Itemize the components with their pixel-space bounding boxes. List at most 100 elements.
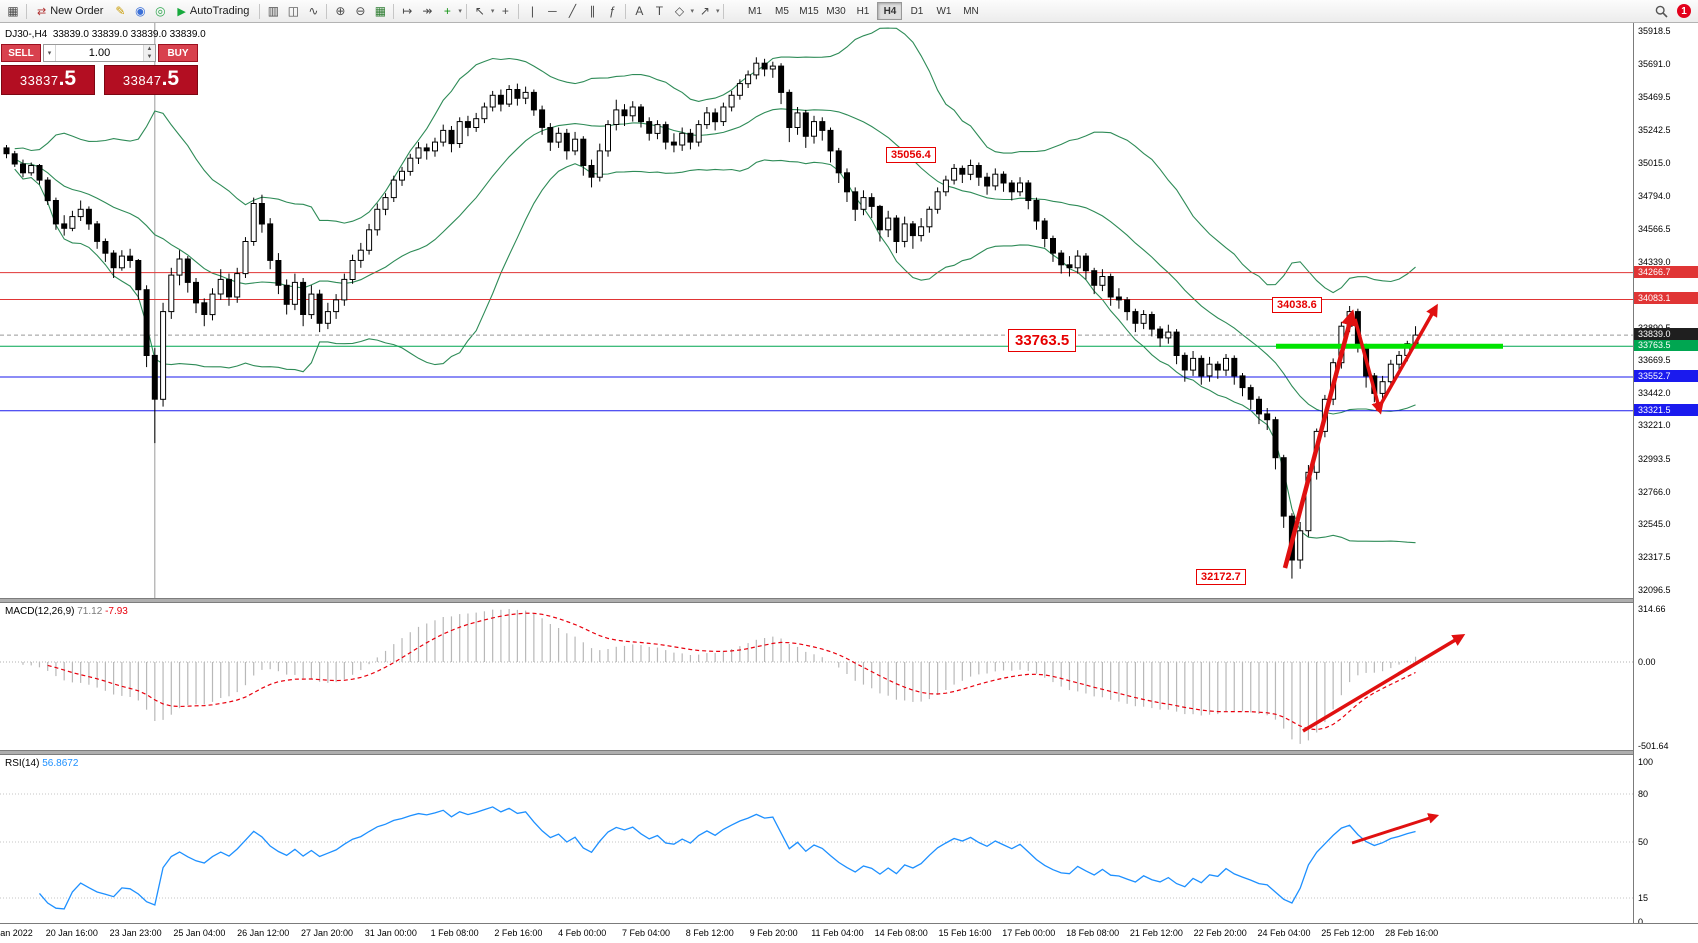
community-icon[interactable]: ◉ <box>135 4 146 18</box>
price-annotation[interactable]: 32172.7 <box>1196 569 1246 585</box>
dropdown-arrow-icon[interactable]: ▾ <box>715 8 720 15</box>
rsi-trend-arrow[interactable] <box>1351 813 1440 845</box>
time-axis-label: 14 Feb 08:00 <box>874 928 928 938</box>
time-axis-label: 26 Jan 12:00 <box>237 928 290 938</box>
line-chart-icon[interactable]: ∿ <box>308 4 319 18</box>
buy-button[interactable]: BUY <box>158 44 198 62</box>
metaeditor-icon[interactable]: ✎ <box>115 4 126 18</box>
text-label-icon[interactable]: T <box>655 4 664 18</box>
autotrading-button-label: AutoTrading <box>189 5 250 17</box>
toolbar-separator <box>723 3 725 19</box>
dropdown-arrow-icon[interactable]: ▾ <box>490 8 495 15</box>
candlestick-chart-icon[interactable]: ◫ <box>287 4 300 18</box>
zoom-in-icon[interactable]: ⊕ <box>335 4 346 18</box>
toolbar-separator <box>26 3 27 19</box>
vertical-line-icon[interactable]: | <box>530 4 534 18</box>
buy-price-button[interactable]: 33847.5 <box>104 65 198 95</box>
time-axis-label: 22 Feb 20:00 <box>1193 928 1247 938</box>
panel-divider-macd[interactable] <box>0 598 1698 603</box>
time-axis-label: 20 Jan 2022 <box>0 928 33 938</box>
dropdown-arrow-icon[interactable]: ▾ <box>458 8 462 15</box>
panel-divider-rsi[interactable] <box>0 750 1698 755</box>
crosshair-icon[interactable]: + <box>501 4 509 18</box>
trendline-icon[interactable]: ╱ <box>568 4 577 18</box>
volume-value[interactable]: 1.00 <box>88 47 111 59</box>
time-axis-label: 11 Feb 04:00 <box>811 928 864 938</box>
timeframe-w1[interactable]: W1 <box>936 5 952 17</box>
macd-trend-arrow[interactable] <box>1302 634 1466 733</box>
chart-ohlc-values: 33839.0 33839.0 33839.0 33839.0 <box>52 29 206 40</box>
timeframe-m1[interactable]: M1 <box>748 5 762 17</box>
time-axis-label: 4 Feb 00:00 <box>558 928 607 938</box>
main-chart-canvas[interactable] <box>0 23 1633 599</box>
shapes-icon[interactable]: ◇ <box>674 4 685 18</box>
time-axis-label: 18 Feb 08:00 <box>1066 928 1120 938</box>
new-order-button[interactable]: ⇄ New Order <box>30 2 110 21</box>
notification-badge[interactable]: 1 <box>1677 4 1691 18</box>
trend-arrows[interactable] <box>1282 303 1438 569</box>
price-line-badge: 33763.5 <box>1634 339 1698 352</box>
rsi-axis-label: 80 <box>1638 789 1649 799</box>
price-line-badge: 34266.7 <box>1634 265 1698 278</box>
macd-panel[interactable] <box>0 603 1633 750</box>
cursor-icon[interactable]: ↖ <box>474 4 485 18</box>
sell-price-pips: .5 <box>58 67 77 90</box>
sell-button[interactable]: SELL <box>1 44 41 62</box>
macd-main-value: 71.12 <box>77 606 103 617</box>
rsi-name: RSI(14) <box>5 758 40 769</box>
tile-windows-icon[interactable]: ▦ <box>374 4 387 18</box>
timeframe-h4[interactable]: H4 <box>877 2 903 20</box>
rsi-canvas[interactable] <box>0 755 1633 923</box>
price-annotation[interactable]: 34038.6 <box>1272 297 1322 313</box>
timeframe-h1[interactable]: H1 <box>856 5 870 17</box>
new-order-button-label: New Order <box>50 5 104 17</box>
arrow-objects-icon[interactable]: ↗ <box>699 4 710 18</box>
price-tick-label: 35918.5 <box>1638 26 1671 37</box>
price-axis[interactable]: 35918.5 35691.0 35469.5 35242.5 35015.0 34794… <box>1633 23 1698 927</box>
sell-price-button[interactable]: 33837.5 <box>1 65 95 95</box>
volume-field[interactable]: ▾ 1.00 ▲ ▼ <box>43 44 156 62</box>
main-chart-panel[interactable]: DJ30-,H4 33839.0 33839.0 33839.0 33839.0… <box>0 23 1633 599</box>
macd-canvas[interactable] <box>0 603 1633 750</box>
buy-price-pips: .5 <box>161 67 180 90</box>
volume-stepper[interactable]: ▲ ▼ <box>143 45 155 61</box>
price-annotation[interactable]: 35056.4 <box>886 147 936 163</box>
rsi-panel[interactable] <box>0 755 1633 923</box>
metaquotes-icon[interactable]: ◎ <box>155 4 166 18</box>
text-icon[interactable]: A <box>635 4 644 18</box>
current-price-badge: 33839.0 <box>1634 328 1698 341</box>
autotrading-icon: ▶ <box>177 5 186 18</box>
fibonacci-icon[interactable]: ƒ <box>609 4 616 18</box>
timeframe-mn[interactable]: MN <box>963 5 979 17</box>
timeframe-d1[interactable]: D1 <box>910 5 924 17</box>
autotrading-button[interactable]: ▶ AutoTrading <box>170 2 256 21</box>
search-icon[interactable] <box>1651 2 1671 21</box>
zoom-out-icon[interactable]: ⊖ <box>355 4 366 18</box>
price-annotation[interactable]: 33763.5 <box>1008 329 1077 352</box>
timeframe-m5[interactable]: M5 <box>775 5 789 17</box>
new-chart-icon[interactable]: ▦ <box>7 4 19 18</box>
macd-axis-label: 314.66 <box>1638 604 1666 614</box>
time-axis-label: 24 Feb 04:00 <box>1257 928 1311 938</box>
bar-chart-icon[interactable]: ▥ <box>267 4 280 18</box>
volume-dropdown-icon[interactable]: ▾ <box>44 45 56 61</box>
time-axis-label: 7 Feb 04:00 <box>621 928 671 938</box>
timeframe-m15[interactable]: M15 <box>799 5 819 17</box>
time-axis[interactable]: 20 Jan 2022 20 Jan 16:00 23 Jan 23:00 25 Ja… <box>0 923 1698 943</box>
indicators-icon[interactable]: + <box>443 4 451 18</box>
toolbar-separator <box>465 3 467 19</box>
price-tick-label: 33221.0 <box>1638 420 1671 431</box>
chart-shift-icon[interactable]: ↠ <box>422 4 433 18</box>
equidistant-channel-icon[interactable]: ∥ <box>589 4 596 18</box>
volume-down-icon[interactable]: ▼ <box>144 53 155 61</box>
price-tick-label: 35015.0 <box>1638 158 1671 169</box>
dropdown-arrow-icon[interactable]: ▾ <box>690 8 694 15</box>
price-tick-label: 32096.5 <box>1638 584 1671 595</box>
rsi-indicator-label: RSI(14) 56.8672 <box>5 758 78 769</box>
macd-histogram <box>22 609 1417 744</box>
price-line-badge: 33321.5 <box>1634 403 1698 416</box>
volume-up-icon[interactable]: ▲ <box>144 45 155 53</box>
auto-scroll-icon[interactable]: ↦ <box>402 4 413 18</box>
timeframe-m30[interactable]: M30 <box>826 5 846 17</box>
horizontal-line-icon[interactable]: ─ <box>548 4 557 18</box>
